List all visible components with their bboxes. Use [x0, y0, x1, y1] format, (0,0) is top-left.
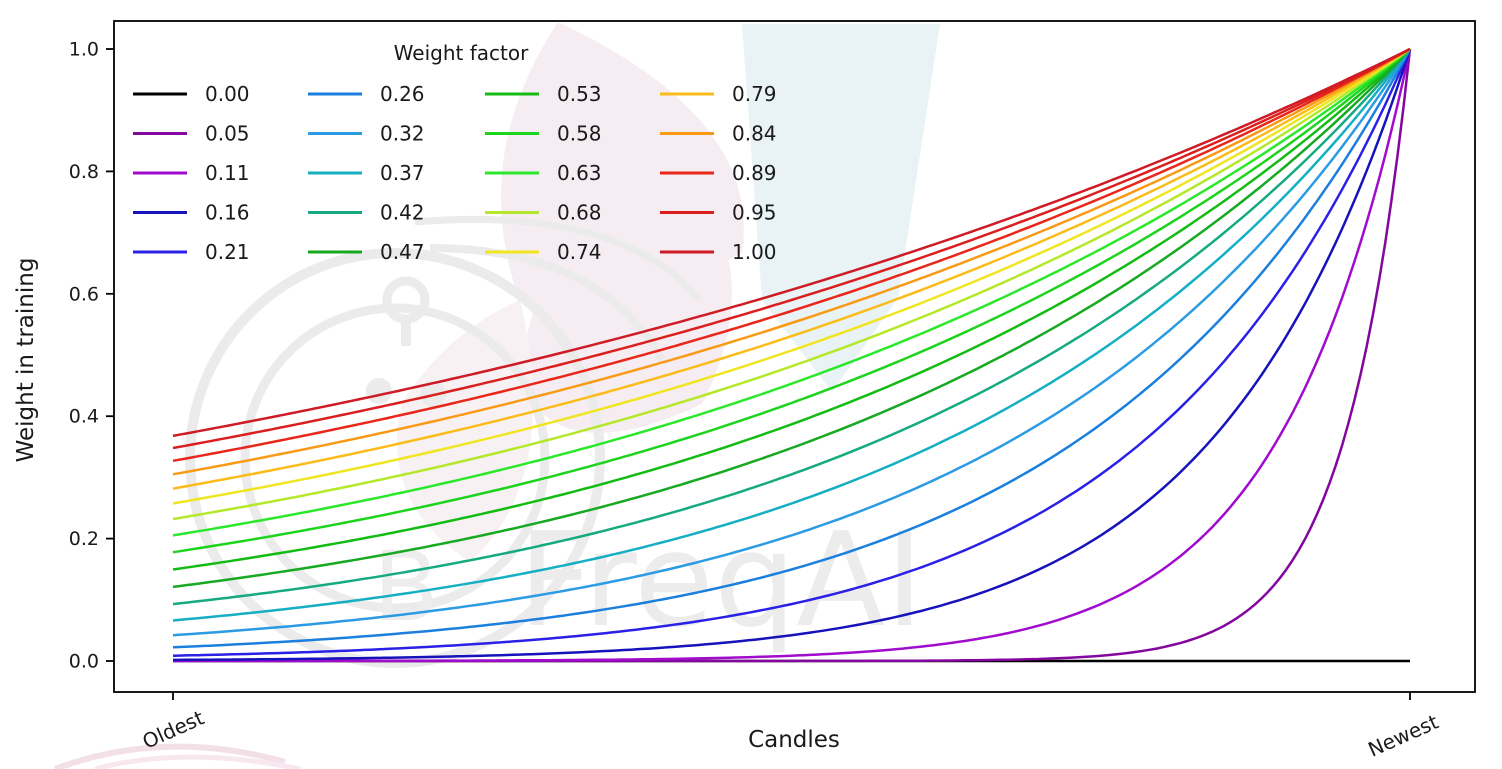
- y-axis-label: Weight in training: [13, 258, 39, 463]
- legend: Weight factor 0.000.050.110.160.210.260.…: [133, 41, 777, 264]
- curve-wf-0.16: [173, 48, 1412, 662]
- curve-wf-0.42: [172, 48, 1411, 606]
- y-tick-label: 0.0: [69, 651, 99, 673]
- legend-entry: 0.95: [660, 201, 777, 225]
- legend-label: 0.74: [557, 240, 602, 264]
- logo-swoosh: [429, 244, 666, 362]
- legend-label: 0.05: [205, 122, 250, 146]
- legend-label: 0.79: [732, 82, 777, 106]
- curve-wf-0.68: [172, 47, 1411, 521]
- legend-label: 0.42: [380, 201, 425, 225]
- legend-label: 0.84: [732, 122, 777, 146]
- legend-entry: 1.00: [660, 240, 777, 264]
- curve-wf-0.21: [172, 48, 1412, 657]
- legend-entry: 0.11: [133, 161, 250, 185]
- watermark-text: FreqAI: [518, 504, 924, 656]
- watermark-pink-arc: [53, 743, 286, 769]
- logo-swoosh: [414, 215, 703, 303]
- curve-wf-0.11: [173, 48, 1412, 663]
- legend-label: 0.53: [557, 82, 602, 106]
- legend-label: 0.47: [380, 240, 425, 264]
- logo-crown: [382, 276, 430, 324]
- legend-label: 0.26: [380, 82, 425, 106]
- legend-entry: 0.68: [485, 201, 602, 225]
- y-tick-label: 0.8: [69, 161, 99, 183]
- legend-entry: 0.26: [308, 82, 425, 106]
- y-tick-label: 0.6: [69, 283, 99, 305]
- curve-wf-0.53: [172, 48, 1411, 571]
- y-axis-ticks: 0.0 0.2 0.4 0.6 0.8 1.0: [69, 39, 114, 673]
- legend-entry: 0.42: [308, 201, 425, 225]
- logo-eye-left: [366, 378, 392, 404]
- legend-label: 0.37: [380, 161, 425, 185]
- plot-border: [113, 20, 1476, 693]
- curve-wf-0.79: [172, 47, 1411, 490]
- legend-entry: 0.37: [308, 161, 425, 185]
- y-tick-label: 0.4: [69, 406, 99, 428]
- legend-entries: 0.00 0.05 0.11 0.16 0.21 0.26 0.32 0.37 0.42 0.47…: [133, 82, 777, 264]
- legend-entry: 0.32: [308, 122, 425, 146]
- legend-label: 0.68: [557, 201, 602, 225]
- legend-entry: 0.05: [133, 122, 250, 146]
- logo-b-glyph: B: [373, 531, 439, 643]
- y-tick-label: 0.2: [69, 528, 99, 550]
- watermark-pink-arc: [94, 754, 301, 769]
- legend-entry: 0.47: [308, 240, 425, 264]
- legend-label: 0.58: [557, 122, 602, 146]
- curve-wf-0.58: [172, 48, 1411, 554]
- x-axis-label: Candles: [748, 727, 840, 753]
- curve-wf-0.84: [172, 47, 1411, 476]
- legend-entry: 0.63: [485, 161, 602, 185]
- x-tick-label: Newest: [1364, 709, 1442, 761]
- curve-wf-0.37: [172, 48, 1411, 622]
- legend-label: 0.89: [732, 161, 777, 185]
- legend-entry: 0.74: [485, 240, 602, 264]
- curve-series: [172, 47, 1412, 663]
- legend-entry: 0.58: [485, 122, 602, 146]
- y-tick-label: 1.0: [69, 39, 99, 61]
- curve-wf-0.63: [172, 48, 1411, 537]
- legend-title: Weight factor: [394, 41, 529, 65]
- legend-label: 0.16: [205, 201, 250, 225]
- legend-label: 1.00: [732, 240, 777, 264]
- curve-wf-0.47: [172, 48, 1411, 589]
- legend-label: 0.00: [205, 82, 250, 106]
- legend-label: 0.63: [557, 161, 602, 185]
- curve-wf-0.32: [172, 48, 1412, 637]
- legend-entry: 0.21: [133, 240, 250, 264]
- legend-label: 0.32: [380, 122, 425, 146]
- legend-label: 0.95: [732, 201, 777, 225]
- watermark-pink-petal: [397, 300, 534, 562]
- legend-entry: 0.16: [133, 201, 250, 225]
- curve-wf-0.89: [172, 47, 1411, 463]
- curve-wf-0.26: [172, 48, 1412, 649]
- legend-label: 0.21: [205, 240, 250, 264]
- legend-entry: 0.00: [133, 82, 250, 106]
- legend-entry: 0.53: [485, 82, 602, 106]
- curve-wf-0.74: [172, 47, 1411, 505]
- legend-label: 0.11: [205, 161, 250, 185]
- legend-entry: 0.84: [660, 122, 777, 146]
- legend-entry: 0.79: [660, 82, 777, 106]
- curve-wf-1.00: [172, 47, 1411, 438]
- curve-wf-0.95: [172, 47, 1411, 450]
- legend-entry: 0.89: [660, 161, 777, 185]
